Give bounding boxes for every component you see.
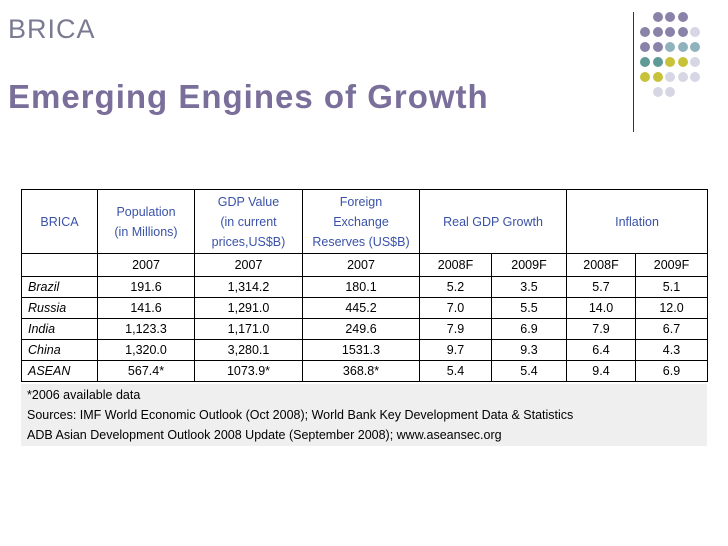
inflation-2009-cell: 6.7 <box>635 318 708 340</box>
inflation-2008-cell: 7.9 <box>566 318 636 340</box>
gdp-growth-2008-cell: 9.7 <box>419 339 492 361</box>
decorative-dot <box>690 42 700 52</box>
population-cell: 191.6 <box>97 276 195 298</box>
decorative-dot <box>665 42 675 52</box>
gdp-growth-2009-cell: 3.5 <box>491 276 567 298</box>
table-row: Russia 141.6 1,291.0 445.2 7.0 5.5 14.0 … <box>21 297 708 319</box>
decorative-dot <box>640 72 650 82</box>
population-cell: 1,320.0 <box>97 339 195 361</box>
decorative-dot <box>690 27 700 37</box>
gdp-growth-2009-cell: 5.5 <box>491 297 567 319</box>
decorative-dot <box>677 12 688 22</box>
population-cell: 567.4* <box>97 360 195 382</box>
table-subheader-row: 2007 2007 2007 2008F 2009F 2008F 2009F <box>21 253 708 277</box>
header-gdp-value: GDP Value (in current prices,US$B) <box>194 189 303 254</box>
inflation-2009-cell: 6.9 <box>635 360 708 382</box>
subheader-cell <box>21 253 98 277</box>
brica-data-table: BRICA Population (in Millions) GDP Value(… <box>21 189 708 382</box>
subheader-cell: 2008F <box>566 253 636 277</box>
forex-cell: 445.2 <box>302 297 420 319</box>
gdp-value-cell: 1073.9* <box>194 360 303 382</box>
subheader-cell: 2007 <box>194 253 303 277</box>
decorative-dot <box>690 72 700 82</box>
header-forex-reserves: Foreign Exchange Reserves (US$B) <box>302 189 420 254</box>
footnote: *2006 available data <box>27 388 141 402</box>
decorative-dot <box>665 27 675 37</box>
table-row: China 1,320.0 3,280.1 1531.3 9.7 9.3 6.4… <box>21 339 708 361</box>
table-row: India 1,123.3 1,171.0 249.6 7.9 6.9 7.9 … <box>21 318 708 340</box>
header-population: Population (in Millions) <box>97 189 195 254</box>
population-cell: 1,123.3 <box>97 318 195 340</box>
inflation-2009-cell: 12.0 <box>635 297 708 319</box>
decorative-dot <box>690 57 700 67</box>
gdp-growth-2008-cell: 5.4 <box>419 360 492 382</box>
forex-cell: 180.1 <box>302 276 420 298</box>
decorative-dot <box>652 57 663 67</box>
header-inflation: Inflation <box>566 189 708 254</box>
decorative-dot <box>652 27 663 37</box>
forex-cell: 1531.3 <box>302 339 420 361</box>
gdp-value-cell: 1,171.0 <box>194 318 303 340</box>
forex-cell: 368.8* <box>302 360 420 382</box>
inflation-2008-cell: 6.4 <box>566 339 636 361</box>
inflation-2009-cell: 5.1 <box>635 276 708 298</box>
gdp-growth-2009-cell: 9.3 <box>491 339 567 361</box>
gdp-value-cell: 1,314.2 <box>194 276 303 298</box>
decorative-dot <box>652 87 663 97</box>
table-header-row: BRICA Population (in Millions) GDP Value(… <box>21 189 708 254</box>
decorative-dot <box>665 87 675 97</box>
gdp-growth-2009-cell: 5.4 <box>491 360 567 382</box>
decorative-dot <box>640 27 650 37</box>
gdp-value-cell: 1,291.0 <box>194 297 303 319</box>
subheader-cell: 2007 <box>302 253 420 277</box>
slide-kicker: BRICA <box>8 14 96 44</box>
inflation-2008-cell: 14.0 <box>566 297 636 319</box>
country-cell: India <box>21 318 98 340</box>
decorative-dot <box>652 42 663 52</box>
sources-line-2: ADB Asian Development Outlook 2008 Updat… <box>27 428 502 442</box>
gdp-growth-2008-cell: 5.2 <box>419 276 492 298</box>
slide-title: Emerging Engines of Growth <box>8 78 489 115</box>
inflation-2008-cell: 5.7 <box>566 276 636 298</box>
gdp-value-cell: 3,280.1 <box>194 339 303 361</box>
gdp-growth-2009-cell: 6.9 <box>491 318 567 340</box>
table-row: ASEAN 567.4* 1073.9* 368.8* 5.4 5.4 9.4 … <box>21 360 708 382</box>
subheader-cell: 2009F <box>635 253 708 277</box>
decorative-dot <box>665 12 675 22</box>
forex-cell: 249.6 <box>302 318 420 340</box>
subheader-cell: 2007 <box>97 253 195 277</box>
decorative-dot <box>665 72 675 82</box>
header-real-gdp-growth: Real GDP Growth <box>419 189 567 254</box>
country-cell: Russia <box>21 297 98 319</box>
decorative-dot <box>640 57 650 67</box>
header-brica: BRICA <box>21 189 98 254</box>
decorative-dot <box>640 42 650 52</box>
subheader-cell: 2009F <box>491 253 567 277</box>
sources-line-1: Sources: IMF World Economic Outlook (Oct… <box>27 408 574 422</box>
country-cell: Brazil <box>21 276 98 298</box>
inflation-2009-cell: 4.3 <box>635 339 708 361</box>
inflation-2008-cell: 9.4 <box>566 360 636 382</box>
decorative-dot <box>652 72 663 82</box>
population-cell: 141.6 <box>97 297 195 319</box>
gdp-growth-2008-cell: 7.0 <box>419 297 492 319</box>
decorative-dot <box>677 42 688 52</box>
decorative-dot <box>677 27 688 37</box>
decorative-dot <box>665 57 675 67</box>
country-cell: China <box>21 339 98 361</box>
subheader-cell: 2008F <box>419 253 492 277</box>
decorative-dot <box>677 72 688 82</box>
decorative-dot <box>677 57 688 67</box>
gdp-growth-2008-cell: 7.9 <box>419 318 492 340</box>
decorative-dot <box>652 12 663 22</box>
title-divider <box>633 12 634 132</box>
table-row: Brazil 191.6 1,314.2 180.1 5.2 3.5 5.7 5… <box>21 276 708 298</box>
country-cell: ASEAN <box>21 360 98 382</box>
table-notes: *2006 available data Sources: IMF World … <box>21 384 707 446</box>
